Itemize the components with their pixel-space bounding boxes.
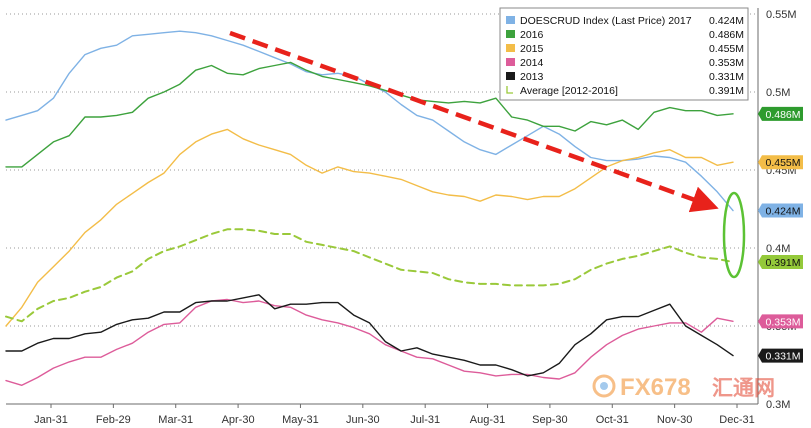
legend-series-value: 0.391M xyxy=(709,85,744,97)
legend-series-value: 0.486M xyxy=(709,29,744,41)
x-tick-label: Dec-31 xyxy=(719,414,754,426)
legend-series-name: 2014 xyxy=(520,57,544,69)
series-line-3 xyxy=(5,298,734,386)
legend-swatch xyxy=(506,72,515,80)
x-tick-label: Jun-30 xyxy=(346,414,380,426)
x-tick-label: May-31 xyxy=(282,414,319,426)
value-tag-bg xyxy=(758,348,803,363)
legend-swatch xyxy=(506,44,515,52)
x-tick-label: Sep-30 xyxy=(532,414,567,426)
value-tag: 0.391M xyxy=(758,255,803,270)
watermark-tail: 汇通网 xyxy=(712,377,775,400)
series-line-1 xyxy=(5,61,734,168)
value-tag-bg xyxy=(758,106,803,121)
value-tag-label: 0.391M xyxy=(765,257,800,269)
value-tag-label: 0.353M xyxy=(765,316,800,328)
value-tag: 0.424M xyxy=(758,203,803,218)
y-tick-label: 0.5M xyxy=(766,87,790,99)
legend-series-value: 0.455M xyxy=(709,43,744,55)
value-tag: 0.486M xyxy=(758,106,803,121)
x-tick-label: Apr-30 xyxy=(222,414,255,426)
highlight-ellipse xyxy=(722,191,746,279)
value-tag-bg xyxy=(758,203,803,218)
value-tag-label: 0.424M xyxy=(765,206,800,218)
series-line-5 xyxy=(5,228,734,323)
watermark-globe-icon xyxy=(592,374,616,398)
x-tick-label: Jul-31 xyxy=(410,414,440,426)
watermark-brand: FX678 xyxy=(620,374,691,401)
legend-series-value: 0.331M xyxy=(709,71,744,83)
watermark-globe-core xyxy=(600,382,608,390)
x-tick-label: Mar-31 xyxy=(158,414,193,426)
y-tick-label: 0.3M xyxy=(766,399,790,411)
x-tick-label: Oct-31 xyxy=(596,414,629,426)
y-tick-label: 0.4M xyxy=(766,243,790,255)
value-tag-label: 0.455M xyxy=(765,157,800,169)
legend-box xyxy=(499,7,749,101)
value-tag: 0.331M xyxy=(758,348,803,363)
legend-series-value: 0.353M xyxy=(709,57,744,69)
value-tag-label: 0.486M xyxy=(765,109,800,121)
legend-series-name: DOESCRUD Index (Last Price) 2017 xyxy=(520,15,692,27)
value-tag: 0.353M xyxy=(758,314,803,329)
value-tags: 0.486M 0.455M 0.424M 0.391M 0.353M 0.331M xyxy=(758,106,803,363)
value-tag-bg xyxy=(758,314,803,329)
legend-series-name: 2013 xyxy=(520,71,544,83)
x-tick-label: Feb-29 xyxy=(96,414,131,426)
legend: DOESCRUD Index (Last Price) 2017 0.424M 20… xyxy=(499,7,749,101)
legend-series-value: 0.424M xyxy=(709,15,744,27)
value-tag-bg xyxy=(758,255,803,270)
watermark-logo: FX678 汇通网 xyxy=(592,374,775,401)
watermark: FX678 汇通网 xyxy=(592,374,775,401)
value-tag-label: 0.331M xyxy=(765,351,800,363)
x-tick-label: Aug-31 xyxy=(470,414,505,426)
value-tag: 0.455M xyxy=(758,155,803,170)
value-tag-bg xyxy=(758,155,803,170)
x-tick-label: Nov-30 xyxy=(657,414,692,426)
legend-swatch xyxy=(506,16,515,24)
legend-swatch xyxy=(506,58,515,66)
legend-swatch xyxy=(506,86,513,94)
trend-arrow xyxy=(229,30,719,213)
legend-series-name: 2016 xyxy=(520,29,544,41)
series-line-2 xyxy=(5,128,734,327)
legend-series-name: Average [2012-2016] xyxy=(520,85,618,97)
series-line-4 xyxy=(5,294,734,377)
legend-series-name: 2015 xyxy=(520,43,544,55)
annotations xyxy=(229,30,746,279)
legend-swatch xyxy=(506,30,515,38)
x-tick-label: Jan-31 xyxy=(34,414,68,426)
y-tick-label: 0.55M xyxy=(766,9,797,21)
